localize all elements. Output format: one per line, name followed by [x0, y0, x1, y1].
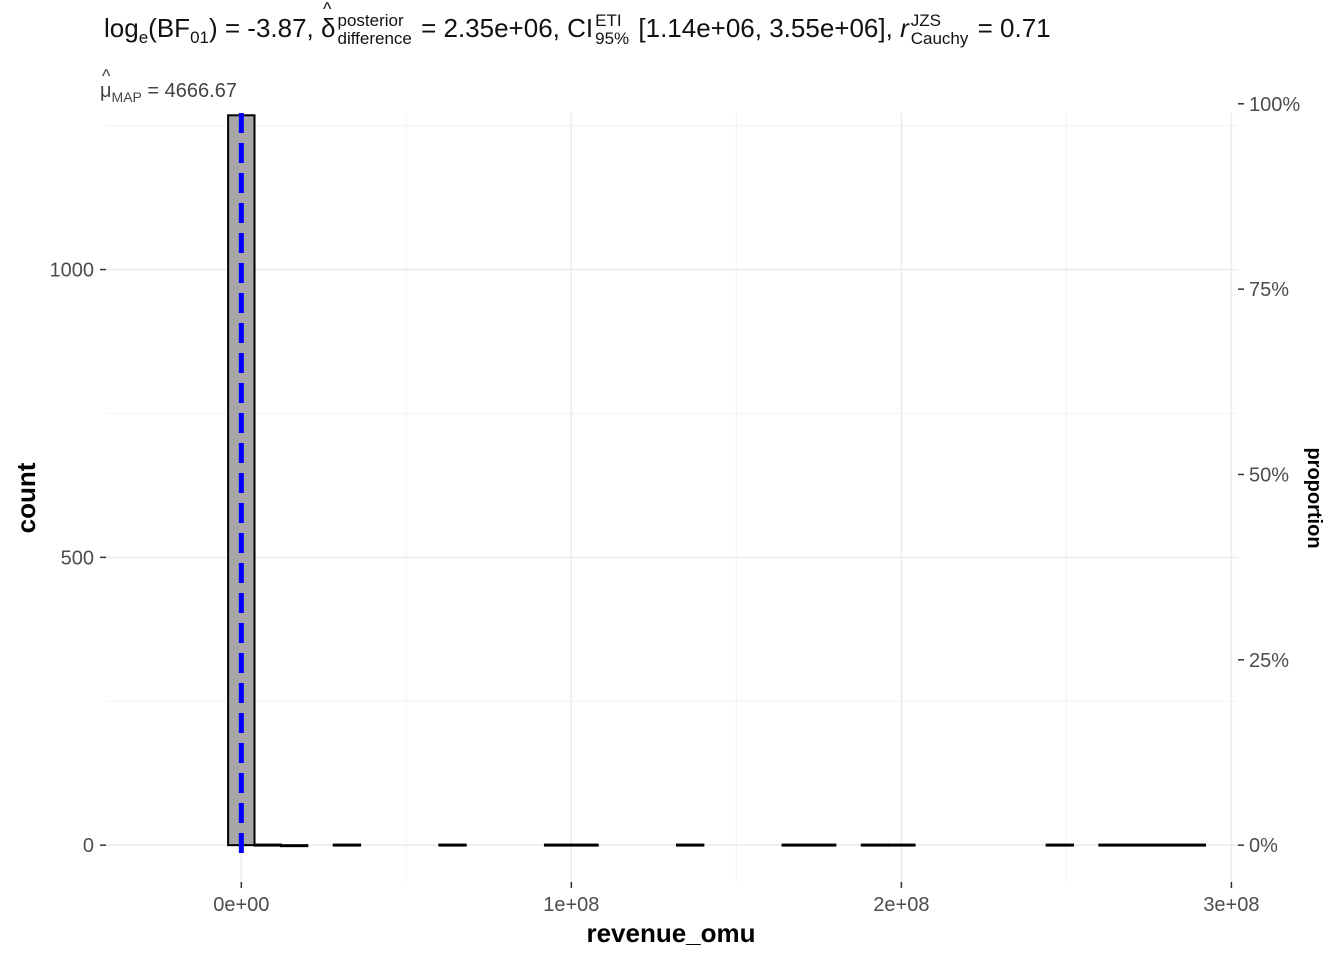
y2-tick-label: 100% — [1249, 94, 1300, 116]
bf-prefix: log — [104, 12, 139, 43]
histogram-bar — [887, 843, 916, 847]
histogram-bar — [438, 843, 467, 847]
chart-subtitle: μMAP = 4666.67 — [100, 66, 237, 105]
r-sub: Cauchy — [910, 29, 969, 48]
x-tick-label: 3e+08 — [1203, 894, 1259, 916]
r-symbol: r — [900, 12, 909, 43]
r-sup: JZS — [910, 11, 941, 30]
ci-sub: 95% — [595, 29, 630, 48]
y-tick-label: 0 — [83, 835, 94, 857]
y2-axis-title: proportion — [1303, 447, 1325, 548]
bf-base: e — [138, 28, 149, 48]
delta-value: = 2.35e+06, — [413, 12, 560, 43]
bf-value: = -3.87, — [217, 12, 314, 43]
delta-sub: difference — [337, 29, 412, 48]
r-supsub: JZS Cauchy — [911, 12, 969, 48]
y-axis-title: count — [11, 462, 41, 533]
ci-value: [1.14e+06, 3.55e+06], — [631, 12, 893, 43]
grid-layer — [106, 113, 1238, 882]
mu-symbol: μ — [100, 66, 112, 103]
x-tick-label: 0e+00 — [213, 894, 269, 916]
mu-value: = 4666.67 — [141, 80, 237, 102]
histogram-bar — [1045, 843, 1074, 847]
y2-tick-label: 0% — [1249, 835, 1278, 857]
histogram-bar — [675, 843, 705, 847]
axes-layer: 0e+00 1e+08 2e+08 3e+08 0 500 1000 0% 25% 50% 75% 1… — [50, 94, 1301, 916]
r-value: = 0.71 — [970, 12, 1051, 43]
histogram-bar — [253, 843, 282, 847]
y-tick-label: 1000 — [50, 260, 95, 282]
delta-symbol: δ — [321, 0, 335, 44]
delta-supsub: posterior difference — [338, 12, 412, 48]
y2-tick-label: 25% — [1249, 650, 1289, 672]
x-tick-label: 1e+08 — [543, 894, 599, 916]
mu-sub: MAP — [111, 89, 142, 105]
bf-sub: 01 — [190, 28, 209, 48]
x-axis-title: revenue_omu — [586, 918, 755, 948]
histogram-bar — [279, 844, 309, 848]
bf-close: ) — [208, 12, 218, 43]
histogram-bar — [543, 843, 599, 847]
y-tick-label: 500 — [61, 547, 94, 569]
histogram-bar — [781, 843, 837, 847]
chart-title: loge(BF01) = -3.87, δposteriordifference… — [104, 0, 1051, 48]
y2-tick-label: 75% — [1249, 279, 1289, 301]
bf-main: (BF — [148, 12, 191, 43]
y2-tick-label: 50% — [1249, 464, 1289, 486]
x-tick-label: 2e+08 — [873, 894, 929, 916]
histogram-bar — [860, 843, 890, 847]
delta-sup: posterior — [337, 11, 404, 30]
bars-layer — [227, 114, 1206, 848]
ci-label: CI — [567, 12, 594, 43]
ci-supsub: ETI 95% — [595, 12, 629, 48]
histogram-bar — [1098, 843, 1206, 847]
histogram-bar — [332, 843, 362, 847]
ci-sup: ETI — [595, 11, 622, 30]
